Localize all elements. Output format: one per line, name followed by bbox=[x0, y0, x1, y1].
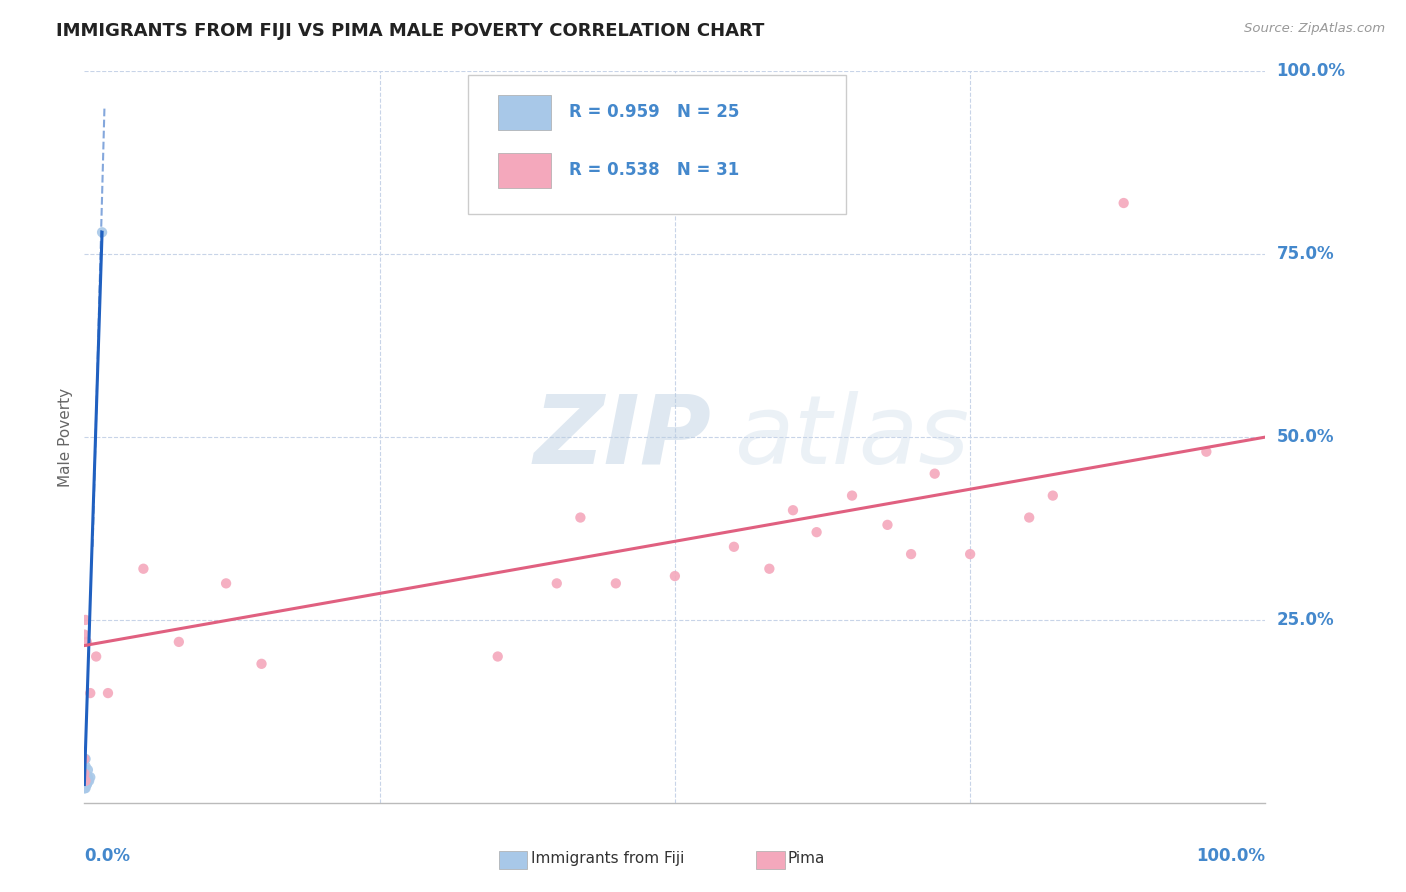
Point bbox=[75, 781, 97, 796]
Point bbox=[924, 467, 946, 481]
Point bbox=[73, 781, 96, 796]
Point bbox=[73, 752, 96, 766]
Point bbox=[841, 489, 863, 503]
Point bbox=[723, 540, 745, 554]
Point bbox=[758, 562, 780, 576]
Text: Immigrants from Fiji: Immigrants from Fiji bbox=[531, 851, 685, 865]
Point bbox=[250, 657, 273, 671]
Point bbox=[75, 759, 97, 773]
Point bbox=[76, 778, 98, 792]
Point bbox=[73, 773, 96, 788]
Y-axis label: Male Poverty: Male Poverty bbox=[58, 387, 73, 487]
Point bbox=[806, 525, 828, 540]
Point bbox=[79, 686, 101, 700]
Text: atlas: atlas bbox=[734, 391, 969, 483]
Point bbox=[900, 547, 922, 561]
Point bbox=[1042, 489, 1064, 503]
Text: Source: ZipAtlas.com: Source: ZipAtlas.com bbox=[1244, 22, 1385, 36]
Point bbox=[546, 576, 568, 591]
Text: Pima: Pima bbox=[787, 851, 825, 865]
Point bbox=[91, 225, 114, 239]
Point bbox=[1195, 444, 1218, 458]
Text: 25.0%: 25.0% bbox=[1277, 611, 1334, 629]
Point bbox=[73, 778, 96, 792]
Point bbox=[605, 576, 627, 591]
Text: IMMIGRANTS FROM FIJI VS PIMA MALE POVERTY CORRELATION CHART: IMMIGRANTS FROM FIJI VS PIMA MALE POVERT… bbox=[56, 22, 765, 40]
Point bbox=[75, 773, 97, 788]
Point bbox=[1112, 196, 1135, 211]
Point bbox=[73, 766, 96, 780]
Point bbox=[664, 569, 686, 583]
Point bbox=[75, 752, 97, 766]
Text: 75.0%: 75.0% bbox=[1277, 245, 1334, 263]
Point bbox=[75, 778, 97, 792]
Text: 100.0%: 100.0% bbox=[1277, 62, 1346, 80]
Point bbox=[215, 576, 238, 591]
Point bbox=[959, 547, 981, 561]
Point bbox=[167, 635, 190, 649]
Point bbox=[76, 778, 98, 792]
FancyBboxPatch shape bbox=[468, 75, 846, 214]
Point bbox=[76, 770, 98, 784]
Point bbox=[77, 763, 100, 777]
Point bbox=[79, 770, 101, 784]
FancyBboxPatch shape bbox=[498, 153, 551, 188]
Text: R = 0.538   N = 31: R = 0.538 N = 31 bbox=[568, 161, 738, 179]
Point bbox=[75, 613, 97, 627]
Point bbox=[76, 773, 98, 788]
Point bbox=[77, 773, 100, 788]
Text: 0.0%: 0.0% bbox=[84, 847, 131, 864]
Point bbox=[84, 649, 107, 664]
Text: 50.0%: 50.0% bbox=[1277, 428, 1334, 446]
Point bbox=[73, 781, 96, 796]
Point bbox=[132, 562, 155, 576]
Point bbox=[73, 778, 96, 792]
Text: 100.0%: 100.0% bbox=[1197, 847, 1265, 864]
Point bbox=[569, 510, 592, 524]
Point bbox=[782, 503, 804, 517]
Point bbox=[73, 627, 96, 641]
Point bbox=[75, 766, 97, 780]
Text: R = 0.959   N = 25: R = 0.959 N = 25 bbox=[568, 103, 740, 120]
Point bbox=[1018, 510, 1040, 524]
Point bbox=[73, 773, 96, 788]
Point bbox=[77, 773, 100, 788]
FancyBboxPatch shape bbox=[498, 95, 551, 130]
Text: ZIP: ZIP bbox=[533, 391, 711, 483]
Point bbox=[97, 686, 120, 700]
Point bbox=[73, 778, 96, 792]
Point bbox=[73, 773, 96, 788]
Point bbox=[75, 773, 97, 788]
Point bbox=[76, 635, 98, 649]
Point bbox=[77, 770, 100, 784]
Point bbox=[486, 649, 509, 664]
Point bbox=[73, 778, 96, 792]
Point bbox=[876, 517, 898, 532]
